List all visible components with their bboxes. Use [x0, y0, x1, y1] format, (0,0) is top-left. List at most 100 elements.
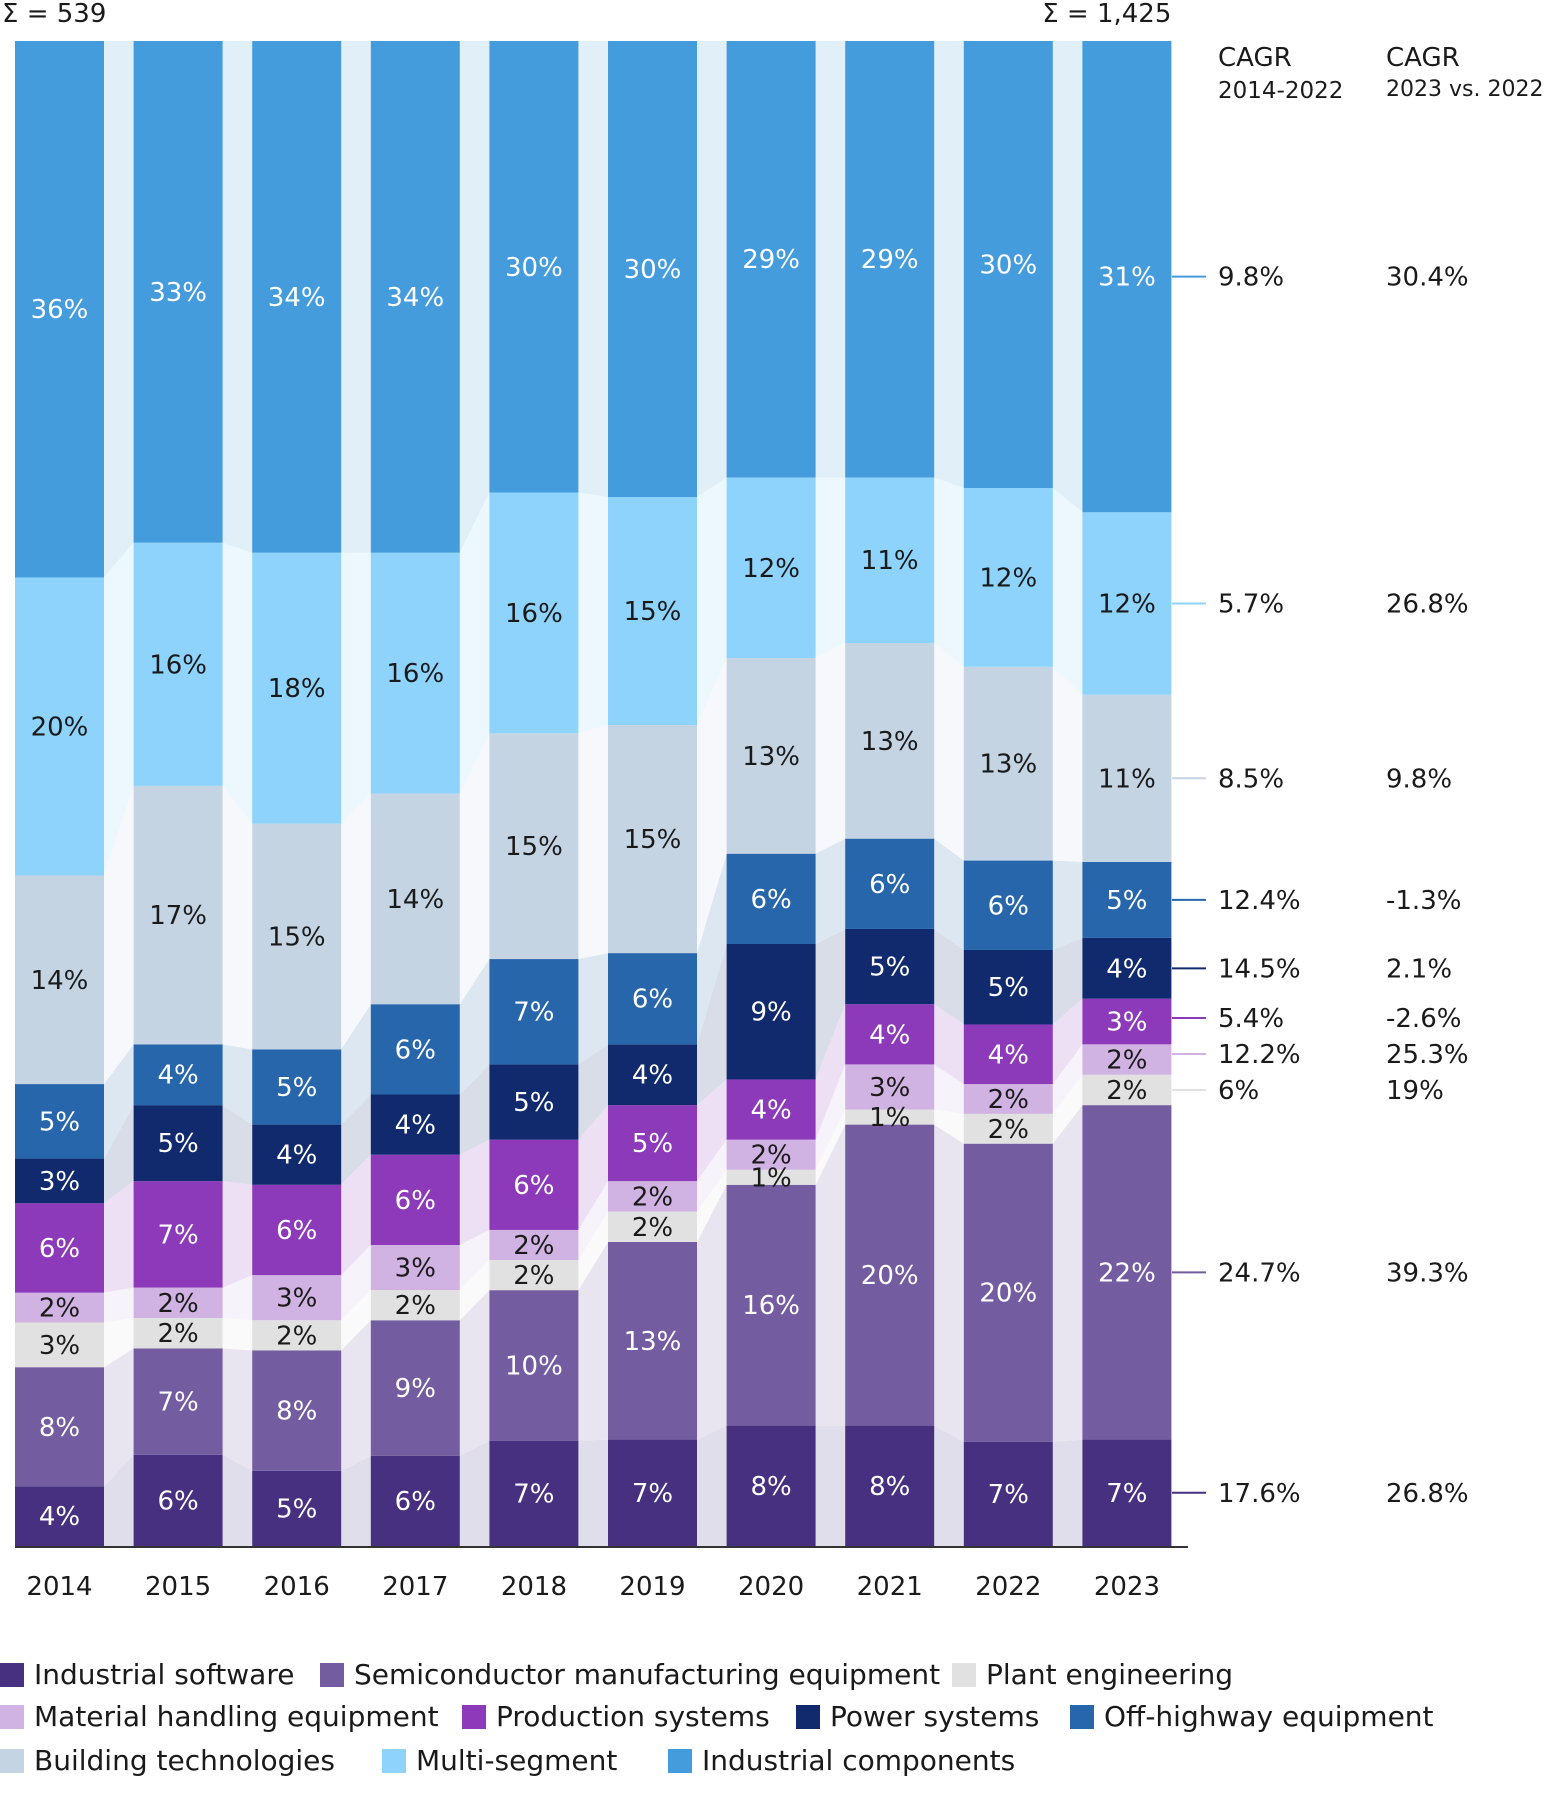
- data-label: 15%: [268, 922, 326, 952]
- data-label: 29%: [861, 245, 919, 275]
- bar-segment: [608, 1241, 697, 1440]
- connector-band: [341, 1320, 371, 1471]
- bar-segment: [133, 1348, 223, 1455]
- legend-swatch: [382, 1748, 406, 1773]
- x-tick-label: 2016: [264, 1572, 330, 1602]
- data-label: 34%: [386, 283, 444, 313]
- bar-segment: [370, 1320, 460, 1456]
- connector-band: [222, 1348, 253, 1471]
- data-label: 20%: [861, 1261, 919, 1291]
- bar-segment: [489, 1229, 579, 1261]
- bar-segment: [489, 41, 579, 493]
- connector-band: [1052, 1439, 1083, 1546]
- legend-item-semiconductor: Semiconductor manufacturing equipment: [320, 1658, 940, 1691]
- connector-band: [934, 41, 964, 489]
- x-tick-label: 2014: [26, 1572, 92, 1602]
- cagr-2014-2022-value: 12.2%: [1218, 1040, 1301, 1070]
- bar-segment: [726, 1425, 816, 1546]
- connector-band: [341, 41, 371, 553]
- bar-segment: [608, 1439, 697, 1546]
- data-label: 15%: [624, 825, 682, 855]
- connector-band: [104, 1044, 134, 1159]
- connector-band: [578, 1044, 608, 1140]
- bar-segment: [252, 823, 342, 1050]
- legend-item-production-systems: Production systems: [462, 1700, 770, 1733]
- legend-label: Industrial software: [34, 1658, 295, 1691]
- connector-band: [459, 1229, 490, 1291]
- data-label: 7%: [632, 1479, 673, 1509]
- bar-segment: [963, 1024, 1053, 1085]
- bar-segment: [370, 793, 460, 1005]
- data-label: 16%: [505, 599, 563, 629]
- bar-segment: [133, 1454, 223, 1546]
- data-label: 2%: [513, 1231, 554, 1261]
- legend-swatch: [462, 1704, 486, 1729]
- legend-swatch: [0, 1662, 24, 1687]
- data-label: 6%: [750, 885, 791, 915]
- connector-band: [104, 542, 134, 876]
- data-label: 5%: [988, 973, 1029, 1003]
- data-label: 8%: [39, 1413, 80, 1443]
- bar-segment: [726, 944, 816, 1080]
- legend-label: Off-highway equipment: [1104, 1700, 1434, 1733]
- data-label: 14%: [31, 966, 89, 996]
- connector-band: [222, 785, 253, 1050]
- legend-swatch: [668, 1748, 692, 1773]
- data-label: 3%: [39, 1167, 80, 1197]
- legend-swatch: [952, 1662, 976, 1687]
- data-label: 20%: [979, 1279, 1037, 1309]
- connector-band: [578, 1105, 608, 1230]
- bar-segment: [15, 1292, 104, 1323]
- data-label: 7%: [157, 1220, 198, 1250]
- bar-segment: [133, 1181, 223, 1288]
- data-label: 2%: [395, 1291, 436, 1321]
- bar-segment: [963, 1441, 1053, 1546]
- data-label: 8%: [750, 1472, 791, 1502]
- bar-segment: [370, 1154, 460, 1245]
- bar-segment: [845, 1109, 935, 1125]
- data-label: 2%: [157, 1319, 198, 1349]
- bar-segment: [15, 875, 104, 1085]
- cagr-2023-vs-2022-value: 30.4%: [1386, 263, 1469, 293]
- connector-band: [697, 1169, 727, 1242]
- data-label: 34%: [268, 283, 326, 313]
- cagr-2014-2022-value: 5.7%: [1218, 589, 1284, 619]
- connector-band: [1052, 1074, 1083, 1144]
- connector-band: [104, 1317, 134, 1368]
- data-label: 30%: [979, 251, 1037, 281]
- bar-segment: [963, 1084, 1053, 1114]
- data-label: 4%: [1106, 954, 1147, 984]
- legend-label: Semiconductor manufacturing equipment: [354, 1658, 941, 1691]
- bar-segment: [15, 577, 104, 876]
- connector-band: [341, 552, 371, 824]
- connector-band: [934, 1425, 964, 1546]
- legend-item-power-systems: Power systems: [796, 1700, 1039, 1733]
- data-label: 2%: [39, 1294, 80, 1324]
- data-label: 3%: [39, 1331, 80, 1361]
- bar-segment: [963, 41, 1053, 489]
- data-label: 3%: [1106, 1008, 1147, 1038]
- bar-segment: [252, 1275, 342, 1321]
- data-label: 15%: [624, 597, 682, 627]
- connector-band: [459, 959, 490, 1095]
- legend-swatch: [796, 1704, 820, 1729]
- data-label: 2%: [632, 1182, 673, 1212]
- connector-band: [222, 1181, 253, 1288]
- bar-segment: [133, 1317, 223, 1349]
- data-label: 9%: [395, 1374, 436, 1404]
- connector-band: [697, 1139, 727, 1212]
- bar-segment: [963, 488, 1053, 667]
- data-label: 1%: [750, 1163, 791, 1193]
- connector-band: [341, 1094, 371, 1185]
- bar-segment: [133, 1287, 223, 1318]
- bar-segment: [608, 1211, 697, 1242]
- connector-band: [222, 1317, 253, 1351]
- bar-segment: [726, 853, 816, 944]
- cagr-2014-2022-value: 17.6%: [1218, 1479, 1301, 1509]
- connector-band: [222, 1454, 253, 1546]
- connector-band: [697, 1425, 727, 1546]
- data-label: 17%: [149, 901, 207, 931]
- cagr-2023-vs-2022-value: 25.3%: [1386, 1040, 1469, 1070]
- cagr-2014-2022-value: 12.4%: [1218, 886, 1301, 916]
- connector-band: [697, 41, 727, 498]
